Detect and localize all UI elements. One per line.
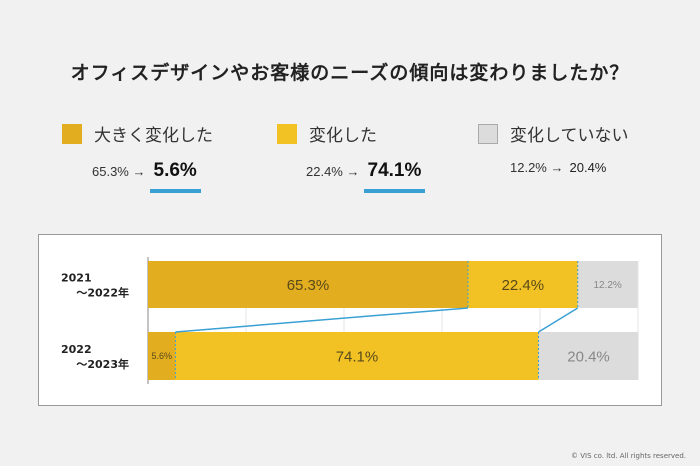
legend-item-no-change: 変化していない [478,121,629,146]
chart-box: 65.3% 22.4% 12.2% 2021 ～2022年 5.6% 74.1% 20.4% 2… [38,234,662,406]
data-label: 5.6% [151,351,172,361]
legend-label: 変化した [309,126,377,146]
data-label: 65.3% [287,277,330,294]
to-value: 20.4% [569,160,607,175]
data-label: 20.4% [567,348,610,365]
to-value: 5.6% [153,160,197,181]
data-label: 74.1% [336,348,379,365]
legend-swatch [62,123,82,144]
underline [149,189,201,193]
page-title: オフィスデザインやお客様のニーズの傾向は変わりましたか？ [70,62,630,84]
to-value: 74.1% [367,160,422,181]
category-label: 2021 [61,272,92,285]
stacked-bar-chart: 65.3% 22.4% 12.2% 2021～2022年 5.6% 74.1% 20.4% 2… [61,257,639,384]
bar-segment [148,332,176,380]
connector-line [538,307,579,333]
change-mid: 22.4% → 74.1% [306,160,426,193]
change-none: 12.2% → 20.4% [510,160,606,175]
legend-label: 大きく変化した [94,126,213,146]
bar-segment [538,332,639,380]
data-label: 22.4% [502,277,545,294]
from-value: 12.2% [510,160,547,175]
from-value: 65.3% [92,164,129,179]
category-label: ～2022年 [76,286,129,300]
legend-swatch [277,123,297,144]
copyright: © VIS co. ltd. All rights reserved. [571,452,686,460]
category-label: 2022 [61,343,92,356]
bar-segment [175,332,539,380]
legend-item-big-change: 大きく変化した [62,121,213,146]
underline [363,189,426,193]
arrow: → [550,160,564,175]
legend-label: 変化していない [510,126,629,146]
bar-segment [467,261,578,308]
data-label: 12.2% [593,280,621,291]
category-label: ～2023年 [76,357,129,371]
connector-line [175,307,469,333]
bar-segment [148,261,468,308]
change-big: 65.3% → 5.6% [92,160,201,193]
arrow: → [132,164,146,179]
bar-segment [577,261,638,308]
legend-swatch [478,123,498,144]
from-value: 22.4% [306,164,343,179]
arrow: → [346,164,360,179]
legend-item-change: 変化した [277,121,377,146]
